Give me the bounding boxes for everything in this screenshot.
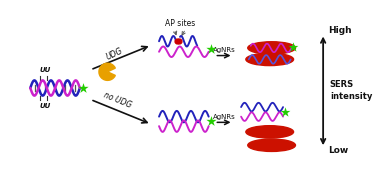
Point [80, 87, 86, 89]
Text: AgNRs: AgNRs [212, 114, 235, 120]
Text: AgNRs: AgNRs [212, 47, 235, 53]
Point [208, 48, 214, 50]
Wedge shape [99, 63, 115, 80]
Text: UU: UU [40, 103, 51, 109]
Text: High: High [328, 26, 352, 35]
Point [176, 40, 182, 43]
Point [282, 111, 288, 113]
Text: Low: Low [328, 146, 348, 155]
Text: no UDG: no UDG [102, 91, 132, 110]
Text: AP sites: AP sites [165, 19, 195, 28]
Ellipse shape [246, 126, 294, 138]
Text: UDG: UDG [104, 46, 124, 61]
Point [290, 46, 296, 48]
Ellipse shape [248, 139, 296, 151]
Point [208, 120, 214, 123]
Text: UU: UU [40, 67, 51, 73]
Point [174, 40, 180, 43]
Text: SERS
intensity: SERS intensity [330, 80, 372, 101]
Ellipse shape [246, 53, 294, 66]
Ellipse shape [248, 42, 296, 54]
